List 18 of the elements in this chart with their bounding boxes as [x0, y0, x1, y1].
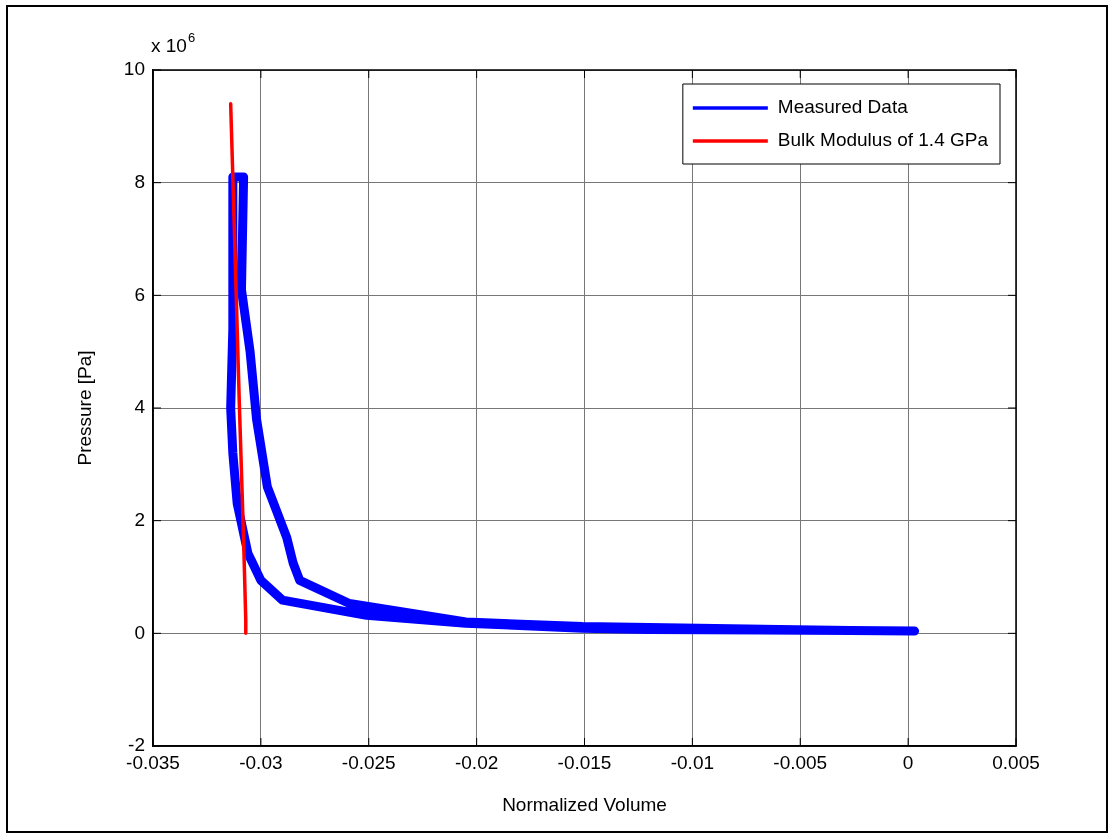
y-axis-title: Pressure [Pa]	[73, 350, 95, 466]
y-tick-label: 10	[123, 58, 145, 80]
x-tick-label: -0.025	[341, 751, 396, 773]
y-tick-label: 8	[134, 170, 145, 192]
x-tick-label: -0.015	[557, 751, 612, 773]
y-tick-label: 2	[134, 508, 145, 530]
y-tick-label: 4	[134, 396, 146, 418]
x-tick-label: 0	[902, 751, 914, 773]
x-axis-title: Normalized Volume	[502, 793, 667, 815]
x-tick-label: 0.005	[992, 751, 1040, 773]
legend-label: Bulk Modulus of 1.4 GPa	[777, 129, 989, 151]
x-tick-label: -0.01	[670, 751, 715, 773]
legend-label: Measured Data	[777, 96, 909, 118]
x-tick-label: -0.005	[773, 751, 828, 773]
x-tick-label: -0.02	[454, 751, 499, 773]
x-tick-label: -0.03	[239, 751, 283, 773]
y-tick-label: 0	[134, 621, 145, 643]
y-tick-label: 6	[134, 283, 145, 305]
